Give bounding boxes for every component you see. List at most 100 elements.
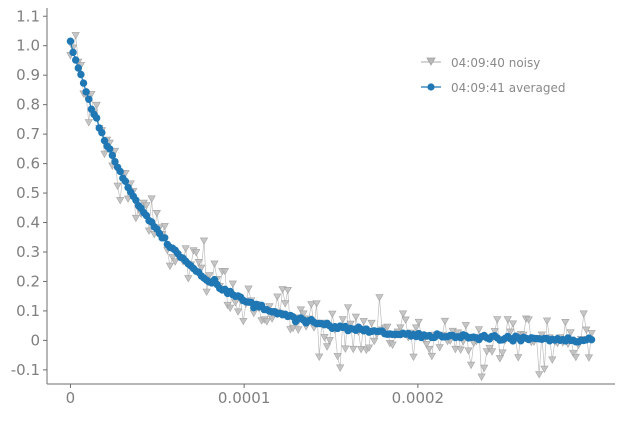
data-point-noisy <box>244 285 253 293</box>
data-point-noisy <box>422 341 431 349</box>
data-point-noisy <box>239 317 248 326</box>
data-point-noisy <box>367 319 376 328</box>
data-point-noisy <box>498 349 507 357</box>
data-point-noisy <box>168 254 177 262</box>
y-tick-label: 0.6 <box>16 155 40 173</box>
data-point-noisy <box>396 324 405 332</box>
data-point-noisy <box>364 344 374 352</box>
data-point-noisy <box>579 310 588 318</box>
data-point-noisy <box>341 345 350 353</box>
data-point-noisy <box>524 316 533 324</box>
data-point-noisy <box>322 343 332 351</box>
y-tick-label: 0.9 <box>16 66 40 84</box>
data-point-noisy <box>197 264 206 273</box>
series-averaged <box>66 37 596 346</box>
data-point-noisy <box>92 101 101 110</box>
data-point-noisy <box>398 310 408 318</box>
data-point-noisy <box>152 210 161 218</box>
data-point-noisy <box>453 329 463 337</box>
data-point-noisy <box>228 280 237 288</box>
data-point-noisy <box>370 337 379 346</box>
data-point-noisy <box>566 329 575 337</box>
data-point-noisy <box>147 195 156 203</box>
legend-marker-averaged <box>427 83 435 91</box>
data-point-noisy <box>71 32 80 40</box>
data-point-noisy <box>503 316 512 324</box>
data-point-noisy <box>184 275 193 283</box>
data-point-noisy <box>571 353 580 362</box>
data-point-noisy <box>338 316 347 324</box>
data-point-averaged <box>111 157 119 166</box>
y-tick-label: 0.4 <box>16 214 40 232</box>
data-point-noisy <box>356 346 366 354</box>
data-point-noisy <box>220 268 230 276</box>
data-point-noisy <box>171 258 180 266</box>
data-point-noisy <box>495 355 505 363</box>
data-point-noisy <box>343 304 353 312</box>
data-point-noisy <box>296 306 306 314</box>
data-point-noisy <box>299 310 308 318</box>
data-point-averaged <box>77 70 85 79</box>
y-tick-label: 0.3 <box>16 243 40 261</box>
data-point-noisy <box>333 352 342 361</box>
data-point-averaged <box>98 128 106 137</box>
y-tick-label: 0.7 <box>16 125 40 143</box>
legend-entry-noisy: 04:09:40 noisy <box>421 56 540 70</box>
data-point-noisy <box>388 341 397 349</box>
data-point-noisy <box>401 316 410 324</box>
data-point-averaged <box>66 37 75 45</box>
data-point-noisy <box>506 328 515 336</box>
data-point-noisy <box>192 249 201 257</box>
data-point-noisy <box>425 345 434 354</box>
data-point-noisy <box>281 300 290 308</box>
y-tick-label: 0.2 <box>16 272 40 290</box>
data-point-noisy <box>514 354 523 362</box>
y-tick-label: 0.5 <box>16 184 40 202</box>
data-point-averaged <box>121 177 130 186</box>
data-point-noisy <box>202 288 211 297</box>
data-point-noisy <box>210 260 219 268</box>
data-point-averaged <box>71 56 80 64</box>
legend-label-averaged: 04:09:41 averaged <box>451 81 565 95</box>
data-point-noisy <box>351 313 360 322</box>
data-point-noisy <box>383 323 392 332</box>
data-point-noisy <box>561 319 570 327</box>
data-point-noisy <box>349 345 358 354</box>
data-point-noisy <box>474 326 484 334</box>
data-point-noisy <box>435 344 444 352</box>
data-point-noisy <box>181 245 190 253</box>
data-point-averaged <box>85 95 93 103</box>
y-tick-label: 0 <box>30 331 40 349</box>
data-point-noisy <box>312 300 321 308</box>
data-point-noisy <box>233 308 243 316</box>
data-point-averaged <box>79 79 88 87</box>
data-point-noisy <box>409 353 418 362</box>
data-point-averaged <box>587 335 596 344</box>
data-point-noisy <box>100 150 109 159</box>
data-point-noisy <box>464 347 473 355</box>
data-point-averaged <box>161 234 169 242</box>
data-point-noisy <box>165 262 175 271</box>
data-point-noisy <box>315 353 324 361</box>
data-point-averaged <box>74 64 83 72</box>
data-point-averaged <box>116 167 124 176</box>
data-point-noisy <box>205 272 214 280</box>
data-point-noisy <box>477 373 486 381</box>
data-point-noisy <box>194 259 203 267</box>
y-tick-label: -0.1 <box>11 361 40 379</box>
legend-label-noisy: 04:09:40 noisy <box>451 56 540 70</box>
y-tick-label: 1.0 <box>16 37 40 55</box>
data-point-noisy <box>569 349 578 358</box>
legend-marker-noisy <box>426 57 436 66</box>
data-point-noisy <box>375 294 384 302</box>
data-point-noisy <box>440 317 450 326</box>
data-point-noisy <box>456 346 465 354</box>
data-point-averaged <box>106 145 114 153</box>
x-tick-label: 0 <box>66 389 76 407</box>
data-point-noisy <box>451 345 460 354</box>
data-point-noisy <box>116 197 125 205</box>
data-point-noisy <box>267 315 277 323</box>
data-point-noisy <box>487 348 497 356</box>
y-ticks: -0.1 0 0.1 0.2 0.3 0.4 0.5 0.6 0.7 0.8 0.9 1.0 1.1 <box>11 7 47 379</box>
data-point-averaged <box>82 88 90 96</box>
